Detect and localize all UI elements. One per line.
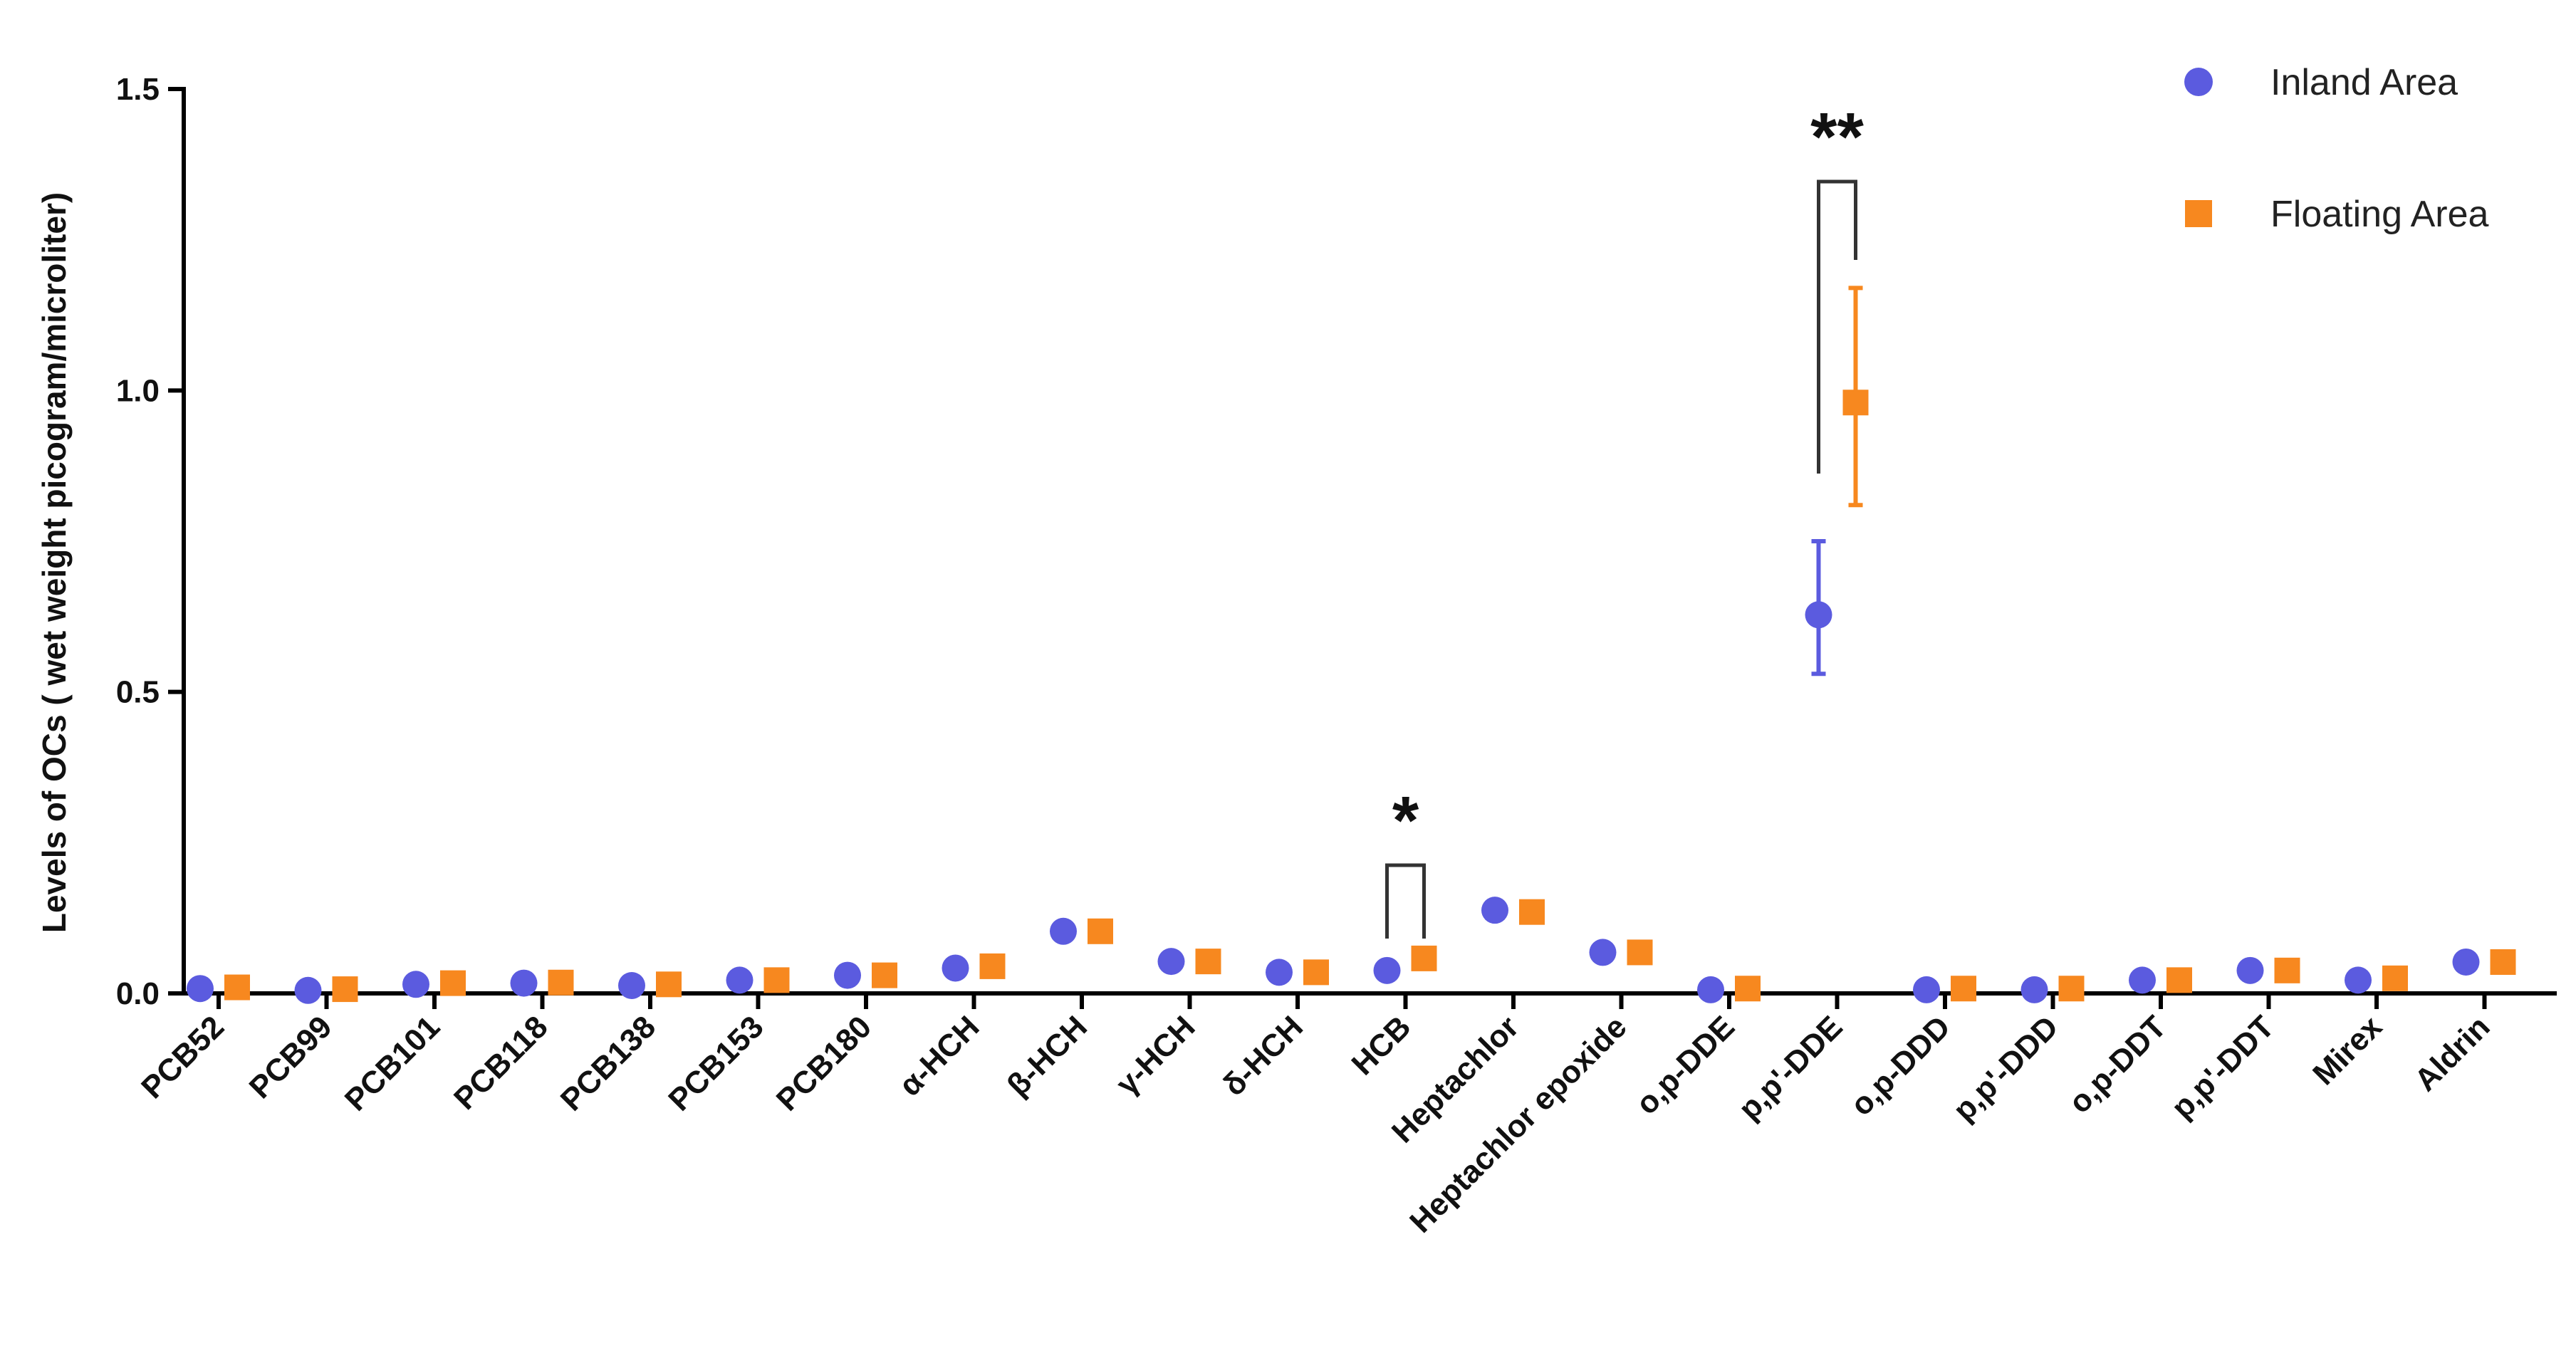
point-inland-area [1050, 917, 1077, 945]
legend-marker-square [2185, 200, 2212, 227]
point-inland-area [1589, 939, 1617, 966]
point-floating-area [1411, 945, 1437, 971]
point-inland-area [1697, 976, 1724, 1003]
point-inland-area [1481, 897, 1508, 924]
point-inland-area [834, 961, 861, 989]
point-inland-area [1157, 948, 1185, 976]
x-axis-ticks: PCB52 PCB99 PCB101 PCB118 PCB138 PCB153 PCB180… [135, 993, 2497, 1240]
point-inland-area [2020, 976, 2048, 1003]
x-tick-label: Aldrin [2408, 1009, 2497, 1098]
x-tick-label: o,p-DDT [2062, 1009, 2173, 1120]
x-tick-label: p,p'-DDT [2165, 1009, 2281, 1125]
point-inland-area [510, 969, 538, 997]
x-tick-label: PCB101 [338, 1009, 447, 1117]
y-tick-label: 1.0 [116, 373, 160, 408]
point-floating-area [2382, 965, 2408, 991]
x-tick-label: o,p-DDE [1629, 1009, 1741, 1121]
point-inland-area [1913, 976, 1940, 1003]
point-inland-area [2129, 966, 2156, 994]
point-floating-area [872, 962, 897, 988]
significance-brackets: *** [1385, 99, 1865, 939]
x-tick-label: PCB138 [554, 1009, 662, 1117]
x-tick-label: p,p'-DDD [1946, 1009, 2065, 1127]
point-inland-area [187, 975, 214, 1003]
point-floating-area [2274, 957, 2300, 983]
point-floating-area [763, 967, 790, 993]
x-tick-label: δ-HCH [1216, 1009, 1310, 1102]
point-floating-area [1088, 918, 1113, 944]
x-tick-label: PCB118 [447, 1009, 555, 1117]
point-inland-area [2452, 948, 2480, 976]
point-floating-area [1519, 899, 1545, 925]
y-axis-label: Levels of OCs ( wet weight picogram/micr… [36, 192, 73, 933]
x-tick-label: HCB [1345, 1009, 1418, 1082]
point-inland-area [2345, 966, 2372, 994]
point-floating-area [2166, 967, 2192, 993]
point-inland-area [1373, 956, 1401, 984]
point-floating-area [2058, 976, 2085, 1002]
point-inland-area [1805, 601, 1832, 629]
point-inland-area [726, 966, 753, 994]
legend-label: Inland Area [2270, 62, 2458, 103]
point-floating-area [440, 970, 466, 996]
y-tick-label: 0.5 [116, 675, 160, 710]
x-tick-label: γ-HCH [1110, 1009, 1202, 1102]
significance-marker: * [1392, 783, 1419, 859]
point-floating-area [656, 971, 682, 998]
point-inland-area [402, 971, 429, 998]
x-tick-label: o,p-DDD [1844, 1009, 1957, 1122]
x-tick-label: Heptachlor epoxide [1403, 1009, 1633, 1239]
point-floating-area [1951, 976, 1976, 1002]
x-tick-label: PCB180 [770, 1009, 878, 1117]
x-tick-label: PCB153 [662, 1009, 770, 1117]
y-tick-label: 1.5 [116, 72, 160, 107]
point-floating-area [548, 969, 574, 996]
x-tick-label: β-HCH [1001, 1009, 1094, 1102]
point-floating-area [1735, 976, 1761, 1002]
y-tick-label: 0.0 [116, 976, 160, 1011]
legend-label: Floating Area [2270, 194, 2488, 235]
x-tick-label: PCB52 [135, 1009, 231, 1105]
significance-bracket [1385, 863, 1426, 939]
data-points [187, 390, 2516, 1004]
x-tick-label: α-HCH [892, 1009, 986, 1103]
point-floating-area [1627, 939, 1653, 966]
point-inland-area [618, 971, 645, 999]
significance-marker: ** [1810, 99, 1864, 175]
legend-marker-circle [2184, 68, 2213, 96]
point-floating-area [332, 976, 358, 1003]
significance-bracket [1817, 179, 1857, 474]
point-floating-area [1842, 390, 1869, 416]
point-inland-area [942, 954, 969, 982]
x-tick-label: Mirex [2306, 1009, 2389, 1092]
point-floating-area [1303, 959, 1329, 986]
y-axis-ticks: 0.0 0.5 1.0 1.5 [116, 72, 184, 1011]
point-floating-area [979, 953, 1006, 979]
legend: Inland Area Floating Area [2184, 62, 2488, 235]
point-floating-area [224, 974, 250, 1001]
point-inland-area [294, 976, 322, 1004]
point-floating-area [2490, 949, 2516, 975]
x-tick-label: p,p'-DDE [1732, 1009, 1850, 1127]
x-tick-label: PCB99 [243, 1009, 339, 1105]
point-inland-area [1266, 959, 1293, 986]
point-floating-area [1195, 949, 1221, 975]
point-inland-area [2236, 956, 2264, 984]
